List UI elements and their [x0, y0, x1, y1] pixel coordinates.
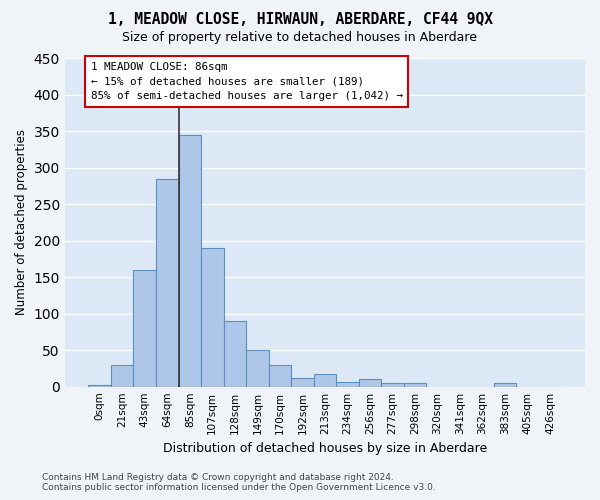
Text: Contains HM Land Registry data © Crown copyright and database right 2024.
Contai: Contains HM Land Registry data © Crown c…: [42, 473, 436, 492]
Bar: [201, 248, 224, 386]
Bar: [381, 383, 404, 386]
Bar: [404, 383, 426, 386]
Bar: [336, 382, 359, 386]
Bar: [291, 378, 314, 386]
Bar: [224, 321, 246, 386]
Bar: [269, 365, 291, 386]
Y-axis label: Number of detached properties: Number of detached properties: [15, 130, 28, 316]
X-axis label: Distribution of detached houses by size in Aberdare: Distribution of detached houses by size …: [163, 442, 487, 455]
Bar: [494, 383, 517, 386]
Bar: [246, 350, 269, 387]
Bar: [133, 270, 156, 386]
Bar: [179, 134, 201, 386]
Bar: [359, 380, 381, 386]
Text: Size of property relative to detached houses in Aberdare: Size of property relative to detached ho…: [122, 31, 478, 44]
Bar: [314, 374, 336, 386]
Text: 1, MEADOW CLOSE, HIRWAUN, ABERDARE, CF44 9QX: 1, MEADOW CLOSE, HIRWAUN, ABERDARE, CF44…: [107, 12, 493, 28]
Bar: [156, 178, 179, 386]
Bar: [88, 385, 111, 386]
Bar: [111, 365, 133, 386]
Text: 1 MEADOW CLOSE: 86sqm
← 15% of detached houses are smaller (189)
85% of semi-det: 1 MEADOW CLOSE: 86sqm ← 15% of detached …: [91, 62, 403, 102]
